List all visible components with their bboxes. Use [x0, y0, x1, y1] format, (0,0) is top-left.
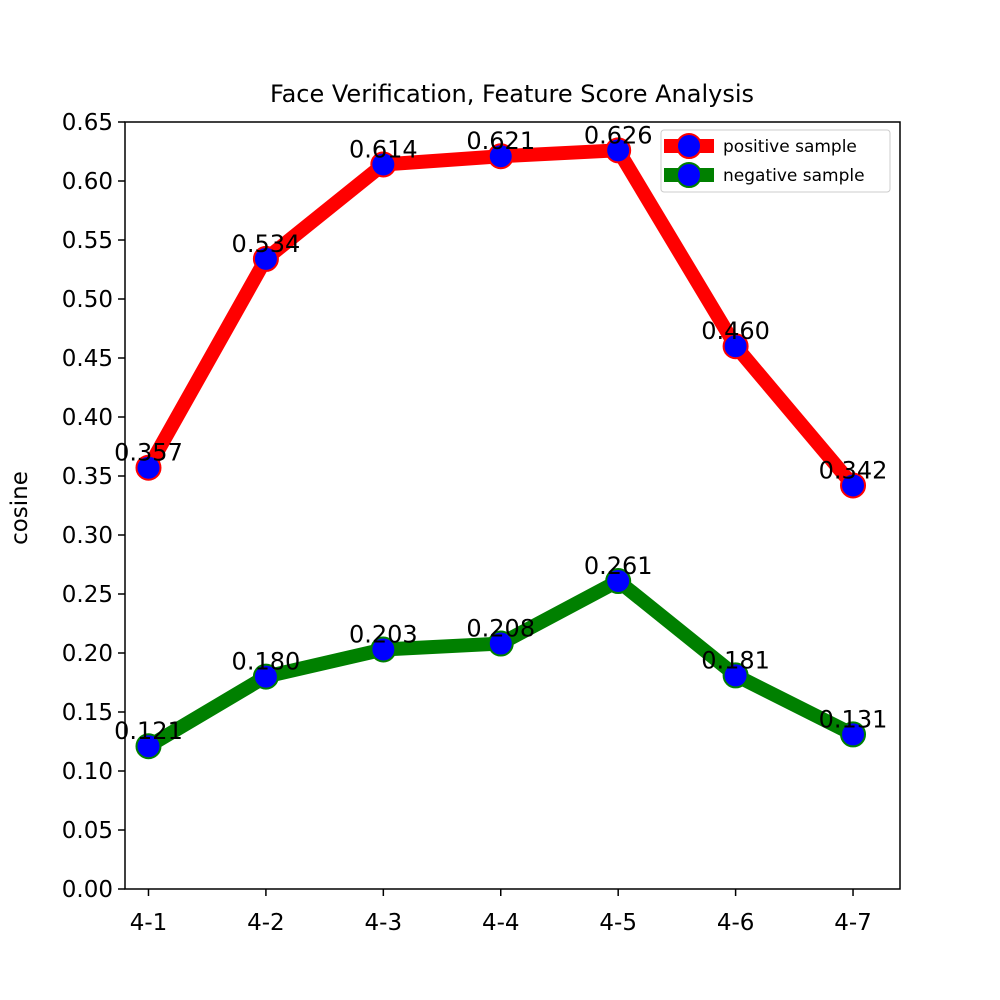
data-point: [487, 143, 514, 170]
data-label: 0.621: [466, 127, 535, 155]
data-label: 0.460: [701, 317, 770, 345]
x-tick-label: 4-2: [247, 910, 285, 936]
series-positive: [135, 137, 867, 499]
y-tick-label: 0.25: [62, 582, 113, 608]
y-tick-label: 0.55: [62, 228, 113, 254]
data-label: 0.626: [584, 121, 653, 149]
data-label: 0.261: [584, 552, 653, 580]
data-label: 0.180: [232, 648, 301, 676]
y-tick-label: 0.40: [62, 405, 113, 431]
data-point: [487, 630, 514, 657]
legend-marker: [676, 133, 702, 159]
y-tick-label: 0.15: [62, 700, 113, 726]
x-tick-label: 4-5: [599, 910, 637, 936]
data-label: 0.181: [701, 646, 770, 674]
legend-box: [660, 129, 891, 193]
x-tick-label: 4-4: [482, 910, 520, 936]
y-tick-label: 0.05: [62, 818, 113, 844]
axis-ticks: 0.00 0.05 0.10 0.15 0.20 0.25 0.30 0.35 0.40 0.45…: [62, 110, 872, 936]
legend-label: negative sample: [723, 166, 865, 186]
data-point: [135, 454, 162, 481]
data-point: [840, 472, 867, 499]
y-tick-label: 0.20: [62, 641, 113, 667]
data-point: [605, 568, 632, 595]
data-point: [135, 733, 162, 760]
y-tick-label: 0.10: [62, 759, 113, 785]
legend-marker: [676, 162, 702, 188]
y-axis-label: cosine: [7, 471, 33, 545]
data-point: [722, 662, 749, 689]
data-point: [722, 333, 749, 360]
data-point: [370, 151, 397, 178]
data-label: 0.131: [819, 705, 888, 733]
x-tick-label: 4-6: [717, 910, 755, 936]
series-negative: [135, 568, 867, 760]
y-tick-label: 0.65: [62, 110, 113, 136]
data-label: 0.342: [819, 456, 888, 484]
series-layer: [135, 137, 867, 760]
data-label: 0.614: [349, 135, 418, 163]
data-label: 0.534: [232, 230, 301, 258]
plot-frame: [124, 121, 901, 890]
y-tick-label: 0.00: [62, 877, 113, 903]
chart-title: Face Verification, Feature Score Analysi…: [270, 80, 754, 108]
y-tick-label: 0.60: [62, 169, 113, 195]
data-point: [252, 663, 279, 690]
data-point: [370, 636, 397, 663]
x-tick-label: 4-3: [365, 910, 403, 936]
y-tick-label: 0.45: [62, 346, 113, 372]
data-label: 0.208: [466, 615, 535, 643]
data-point: [252, 245, 279, 272]
data-point: [605, 137, 632, 164]
y-tick-label: 0.50: [62, 287, 113, 313]
legend: positive sample negative sample: [660, 129, 891, 193]
data-point: [840, 721, 867, 748]
data-label: 0.203: [349, 620, 418, 648]
x-tick-label: 4-7: [834, 910, 872, 936]
y-tick-label: 0.30: [62, 523, 113, 549]
y-tick-label: 0.35: [62, 464, 113, 490]
x-tick-label: 4-1: [130, 910, 168, 936]
legend-label: positive sample: [723, 137, 857, 157]
